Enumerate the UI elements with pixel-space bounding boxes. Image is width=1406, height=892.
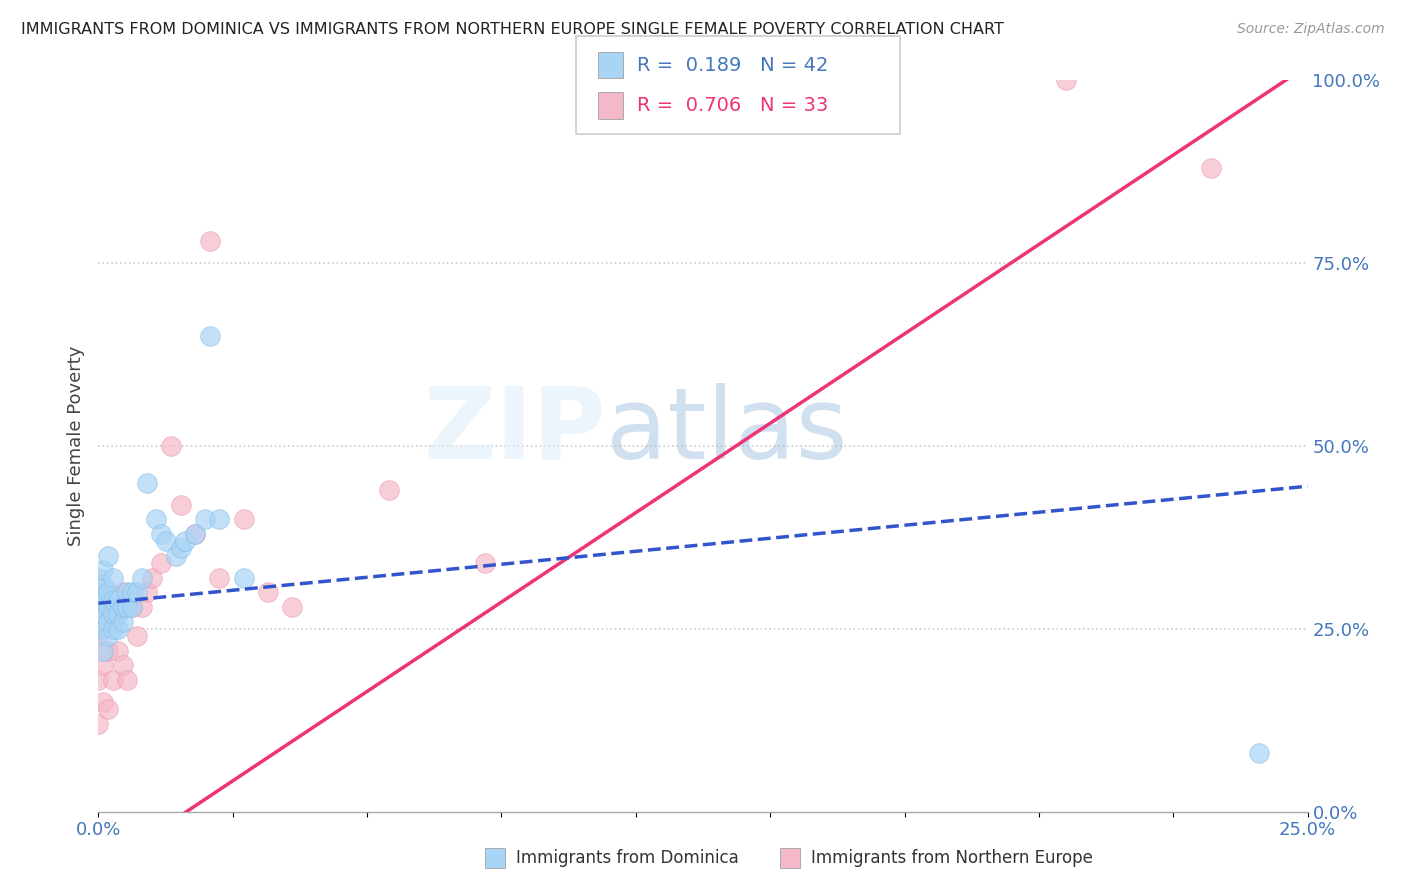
Y-axis label: Single Female Poverty: Single Female Poverty xyxy=(66,346,84,546)
Point xyxy=(174,534,197,549)
Point xyxy=(208,512,231,526)
Point xyxy=(101,622,124,636)
Point xyxy=(87,571,110,585)
Point xyxy=(232,571,254,585)
Point xyxy=(117,585,139,599)
Point xyxy=(127,585,149,599)
Point xyxy=(111,615,134,629)
Point xyxy=(131,599,153,614)
Point xyxy=(198,329,221,343)
Point xyxy=(145,512,167,526)
Point xyxy=(150,556,173,570)
Point xyxy=(281,599,304,614)
Point xyxy=(111,599,134,614)
Point xyxy=(101,607,124,622)
Point xyxy=(121,585,143,599)
Point xyxy=(141,571,163,585)
Point xyxy=(165,549,187,563)
Text: Immigrants from Northern Europe: Immigrants from Northern Europe xyxy=(811,849,1092,867)
Point xyxy=(1199,161,1222,175)
Point xyxy=(91,607,114,622)
Point xyxy=(101,673,124,687)
Text: ZIP: ZIP xyxy=(423,383,606,480)
Point xyxy=(160,439,183,453)
Point xyxy=(97,644,120,658)
Text: R =  0.706   N = 33: R = 0.706 N = 33 xyxy=(637,95,828,115)
Point xyxy=(101,592,124,607)
Point xyxy=(101,615,124,629)
Point xyxy=(107,599,129,614)
Point xyxy=(91,695,114,709)
Point xyxy=(97,599,120,614)
Point xyxy=(111,585,134,599)
Point xyxy=(474,556,496,570)
Point xyxy=(117,599,139,614)
Point xyxy=(91,578,114,592)
Point xyxy=(91,644,114,658)
Point xyxy=(87,629,110,643)
Point xyxy=(97,629,120,643)
Point xyxy=(135,475,157,490)
Point xyxy=(377,483,399,497)
Point xyxy=(198,234,221,248)
Point xyxy=(135,585,157,599)
Point xyxy=(117,599,139,614)
Point xyxy=(107,644,129,658)
Point xyxy=(208,571,231,585)
Point xyxy=(87,599,110,614)
Point xyxy=(91,622,114,636)
Point xyxy=(97,615,120,629)
Point xyxy=(91,658,114,673)
Point xyxy=(184,526,207,541)
Point xyxy=(121,599,143,614)
Point xyxy=(101,571,124,585)
Text: Immigrants from Dominica: Immigrants from Dominica xyxy=(516,849,738,867)
Point xyxy=(194,512,217,526)
Point xyxy=(87,673,110,687)
Point xyxy=(127,629,149,643)
Text: R =  0.189   N = 42: R = 0.189 N = 42 xyxy=(637,55,828,75)
Point xyxy=(232,512,254,526)
Point xyxy=(87,585,110,599)
Point xyxy=(87,717,110,731)
Point xyxy=(107,592,129,607)
Point xyxy=(256,585,278,599)
Point xyxy=(91,563,114,577)
Point xyxy=(1249,746,1271,760)
Point xyxy=(107,622,129,636)
Point xyxy=(97,549,120,563)
Point xyxy=(169,498,191,512)
Point xyxy=(91,592,114,607)
Point xyxy=(131,571,153,585)
Point xyxy=(117,673,139,687)
Point xyxy=(155,534,177,549)
Point xyxy=(97,702,120,716)
Point xyxy=(169,541,191,556)
Text: Source: ZipAtlas.com: Source: ZipAtlas.com xyxy=(1237,22,1385,37)
Point xyxy=(97,585,120,599)
Text: IMMIGRANTS FROM DOMINICA VS IMMIGRANTS FROM NORTHERN EUROPE SINGLE FEMALE POVERT: IMMIGRANTS FROM DOMINICA VS IMMIGRANTS F… xyxy=(21,22,1004,37)
Point xyxy=(107,607,129,622)
Point xyxy=(1054,73,1077,87)
Point xyxy=(184,526,207,541)
Point xyxy=(111,658,134,673)
Point xyxy=(150,526,173,541)
Point xyxy=(121,599,143,614)
Text: atlas: atlas xyxy=(606,383,848,480)
